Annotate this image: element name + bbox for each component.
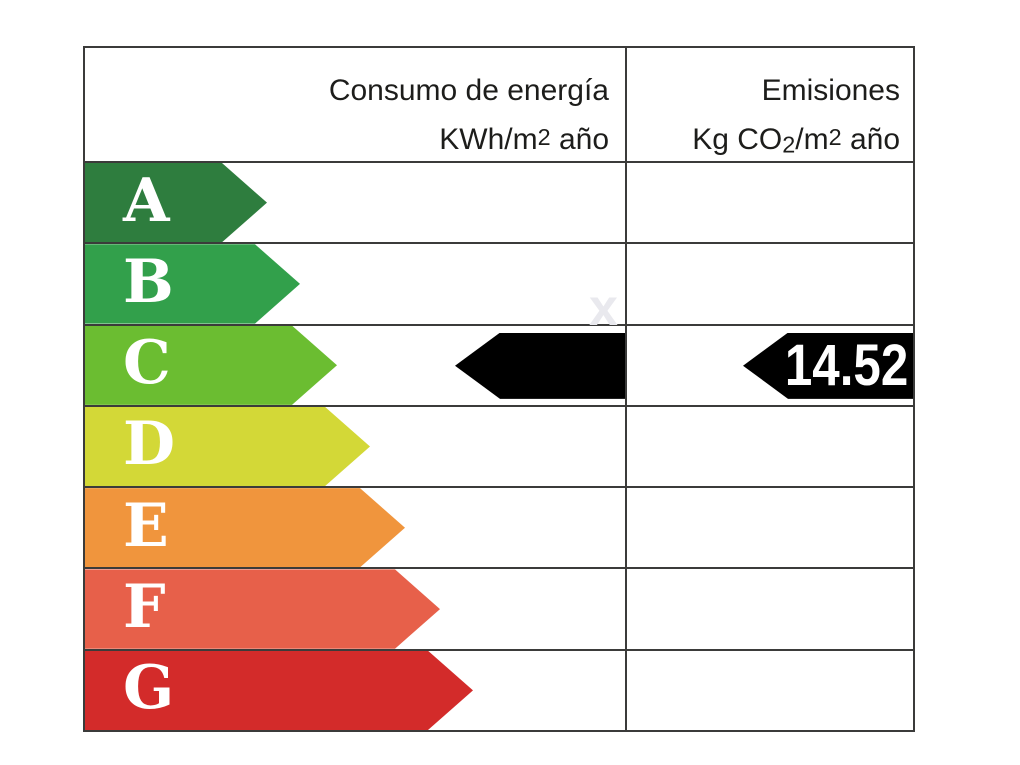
- watermark-x: x: [589, 279, 618, 337]
- rating-row-f-consumption: F: [85, 567, 625, 648]
- consumption-header-cell: Consumo de energía KWh/m2 año: [85, 48, 625, 161]
- rating-letter-c: C: [123, 328, 171, 399]
- rating-row-b-consumption: B: [85, 242, 625, 323]
- rating-band-c: C: [85, 326, 337, 405]
- rating-row-d-emissions: [625, 404, 913, 487]
- rating-row-d-consumption: D: [85, 404, 625, 486]
- rating-row-f-emissions: [625, 567, 913, 649]
- energy-rating-label: Consumo de energía KWh/m2 año Emisiones …: [83, 46, 915, 732]
- rating-row-g-consumption: G: [85, 648, 625, 730]
- rating-letter-b: B: [123, 246, 174, 317]
- consumption-units-exponent: 2: [537, 124, 551, 150]
- consumption-header-units: KWh/m2 año: [439, 123, 609, 157]
- rating-letter-e: E: [123, 490, 169, 561]
- rating-row-e-consumption: E: [85, 486, 625, 567]
- emissions-units-subscript: 2: [782, 131, 796, 158]
- rating-row-c-consumption: C: [85, 323, 625, 405]
- consumption-header-title: Consumo de energía: [328, 74, 609, 107]
- rating-letter-d: D: [123, 409, 176, 480]
- rating-letter-g: G: [123, 653, 175, 724]
- rating-band-f: F: [85, 569, 440, 648]
- rating-band-d: D: [85, 407, 370, 486]
- rating-letter-a: A: [123, 165, 170, 236]
- emissions-header-title: Emisiones: [761, 74, 900, 107]
- emissions-indicator-value: 14.52: [785, 332, 909, 398]
- rating-row-c-emissions: 14.52: [625, 323, 913, 405]
- consumption-indicator-arrow: [455, 332, 625, 399]
- emissions-header-units: Kg CO2/m2 año: [692, 123, 900, 158]
- rating-band-g: G: [85, 651, 473, 730]
- rating-letter-f: F: [123, 572, 166, 643]
- rating-row-g-emissions: [625, 648, 913, 730]
- rating-band-a: A: [85, 163, 267, 242]
- emissions-units-exponent: 2: [828, 124, 842, 150]
- rating-band-e: E: [85, 488, 405, 567]
- rating-row-e-emissions: [625, 486, 913, 568]
- rating-row-a-emissions: [625, 161, 913, 243]
- rating-band-b: B: [85, 244, 300, 323]
- rating-row-b-emissions: [625, 242, 913, 324]
- emissions-indicator-arrow: 14.52: [743, 332, 913, 399]
- emissions-header-cell: Emisiones Kg CO2/m2 año: [625, 48, 913, 161]
- rating-row-a-consumption: A: [85, 161, 625, 242]
